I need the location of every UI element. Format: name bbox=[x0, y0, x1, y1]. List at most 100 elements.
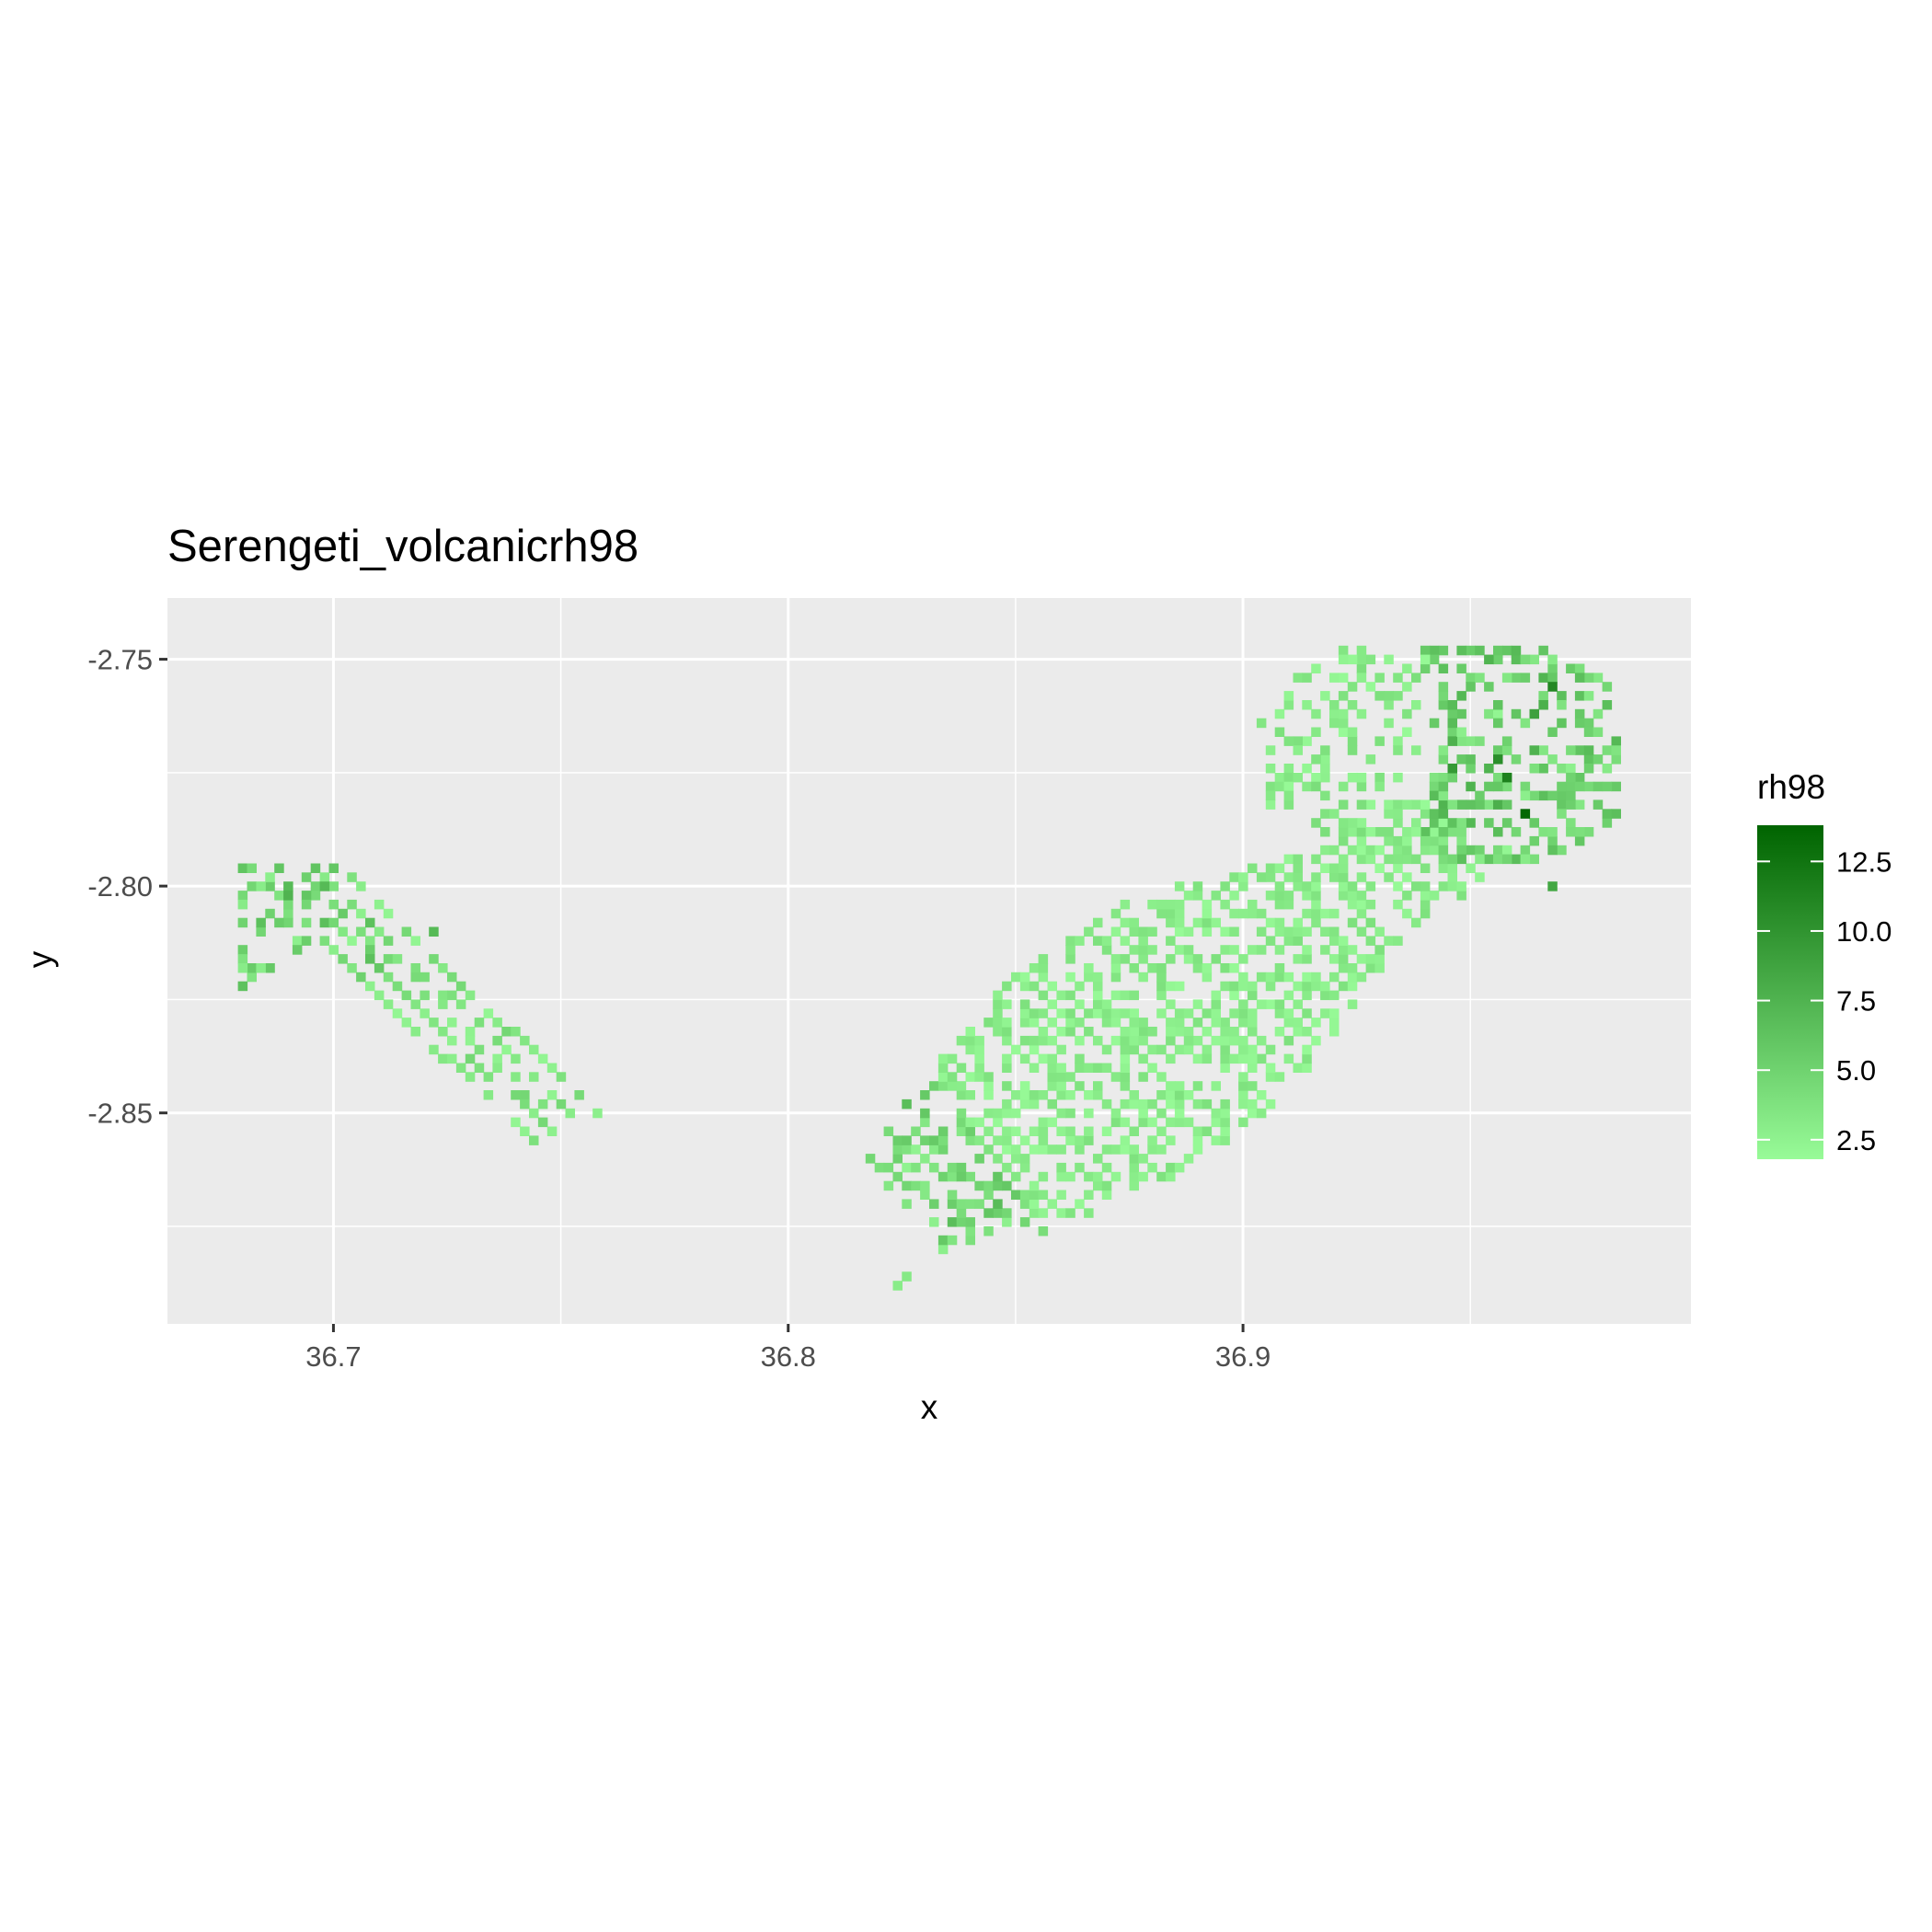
raster-tile bbox=[1338, 863, 1349, 873]
raster-tile bbox=[1356, 954, 1367, 964]
raster-tile bbox=[1265, 863, 1276, 873]
raster-tile bbox=[1602, 745, 1613, 755]
raster-tile bbox=[1101, 1190, 1112, 1200]
raster-tile bbox=[1365, 963, 1376, 973]
raster-tile bbox=[1447, 818, 1457, 828]
raster-tile bbox=[1529, 708, 1539, 719]
raster-tile bbox=[1229, 990, 1239, 1001]
raster-tile bbox=[1101, 1126, 1112, 1136]
raster-tile bbox=[1138, 1072, 1148, 1082]
raster-tile bbox=[1183, 1154, 1194, 1164]
raster-tile bbox=[1274, 863, 1285, 873]
raster-tile bbox=[1329, 718, 1340, 729]
raster-tile bbox=[1093, 999, 1103, 1009]
raster-tile bbox=[1129, 1018, 1139, 1028]
raster-tile bbox=[902, 1162, 912, 1173]
raster-tile bbox=[1248, 1018, 1258, 1028]
raster-tile bbox=[1547, 754, 1558, 765]
raster-tile bbox=[965, 1090, 975, 1100]
raster-tile bbox=[1220, 963, 1230, 973]
raster-tile bbox=[1265, 1098, 1276, 1110]
raster-tile bbox=[1302, 673, 1312, 683]
raster-tile bbox=[1101, 1063, 1112, 1073]
raster-tile bbox=[1356, 835, 1367, 846]
raster-tile bbox=[1501, 736, 1512, 746]
raster-tile bbox=[1529, 835, 1539, 846]
raster-tile bbox=[1438, 781, 1449, 792]
raster-tile bbox=[265, 881, 275, 891]
raster-tile bbox=[937, 1072, 949, 1082]
raster-tile bbox=[1384, 835, 1394, 846]
raster-tile bbox=[447, 1018, 457, 1028]
raster-tile bbox=[1311, 1035, 1321, 1046]
raster-tile bbox=[1248, 1098, 1258, 1110]
raster-tile bbox=[1311, 818, 1321, 828]
raster-tile bbox=[1593, 708, 1604, 719]
raster-tile bbox=[283, 881, 293, 891]
raster-tile bbox=[1147, 1117, 1157, 1128]
raster-tile bbox=[1011, 1108, 1021, 1119]
raster-tile bbox=[1420, 809, 1431, 819]
raster-tile bbox=[1238, 1081, 1248, 1091]
raster-tile bbox=[1029, 981, 1040, 992]
raster-tile bbox=[301, 872, 312, 882]
raster-tile bbox=[1129, 1180, 1139, 1191]
raster-tile bbox=[1602, 809, 1613, 819]
raster-tile bbox=[1293, 736, 1303, 746]
raster-tile bbox=[1002, 1081, 1012, 1091]
raster-tile bbox=[1174, 1162, 1185, 1173]
raster-tile bbox=[383, 972, 394, 983]
raster-tile bbox=[1365, 799, 1376, 810]
raster-tile bbox=[1365, 881, 1376, 891]
raster-tile bbox=[1220, 1117, 1230, 1128]
raster-tile bbox=[1238, 1018, 1248, 1028]
raster-tile bbox=[338, 926, 348, 937]
raster-tile bbox=[1311, 881, 1321, 891]
raster-tile bbox=[1120, 1117, 1131, 1128]
raster-tile bbox=[1547, 845, 1558, 856]
raster-tile bbox=[1265, 1072, 1276, 1082]
raster-tile bbox=[501, 1027, 512, 1037]
raster-tile bbox=[410, 972, 420, 983]
raster-tile bbox=[1557, 781, 1567, 792]
raster-tile bbox=[1466, 764, 1476, 774]
raster-tile bbox=[1002, 1217, 1012, 1227]
raster-tile bbox=[1120, 917, 1131, 928]
raster-tile bbox=[1174, 899, 1185, 910]
raster-tile bbox=[1356, 673, 1367, 683]
raster-tile bbox=[1019, 1162, 1030, 1173]
raster-tile bbox=[1211, 1035, 1221, 1046]
raster-tile bbox=[883, 1162, 894, 1173]
raster-tile bbox=[1156, 908, 1167, 919]
raster-tile bbox=[1065, 1072, 1075, 1082]
raster-tile bbox=[1065, 1108, 1075, 1119]
raster-tile bbox=[1202, 1126, 1213, 1136]
raster-tile bbox=[1583, 727, 1594, 737]
raster-tile bbox=[1374, 954, 1385, 964]
raster-tile bbox=[1166, 1098, 1176, 1110]
raster-tile bbox=[1220, 1053, 1230, 1064]
raster-tile bbox=[1002, 1035, 1012, 1046]
raster-tile bbox=[1110, 963, 1121, 973]
raster-tile bbox=[1438, 827, 1449, 837]
raster-tile bbox=[1183, 891, 1194, 901]
raster-tile bbox=[1320, 1008, 1330, 1018]
raster-tile bbox=[956, 1108, 967, 1119]
raster-tile bbox=[1293, 872, 1303, 882]
raster-tile bbox=[1566, 663, 1576, 673]
raster-tile bbox=[1120, 1081, 1131, 1091]
raster-tile bbox=[1202, 1008, 1213, 1018]
raster-tile bbox=[1238, 981, 1248, 992]
raster-tile bbox=[1138, 1098, 1148, 1110]
raster-tile bbox=[383, 908, 394, 919]
raster-tile bbox=[1320, 790, 1330, 801]
raster-tile bbox=[1557, 790, 1567, 801]
raster-tile bbox=[1029, 1090, 1040, 1100]
raster-tile bbox=[1447, 854, 1457, 865]
raster-tile bbox=[1402, 845, 1412, 856]
raster-tile bbox=[1220, 899, 1230, 910]
raster-tile bbox=[1547, 881, 1558, 891]
raster-tile bbox=[1466, 673, 1476, 683]
raster-tile bbox=[1574, 663, 1585, 673]
raster-tile bbox=[1156, 1090, 1167, 1100]
